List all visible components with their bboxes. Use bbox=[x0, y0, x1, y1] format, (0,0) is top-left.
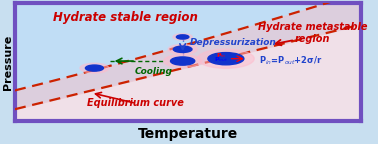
Text: Hydrate metastable
region: Hydrate metastable region bbox=[258, 22, 367, 44]
Text: Hydrate stable region: Hydrate stable region bbox=[53, 11, 198, 24]
Circle shape bbox=[164, 55, 202, 68]
Circle shape bbox=[168, 44, 197, 54]
Circle shape bbox=[208, 53, 244, 65]
Circle shape bbox=[173, 46, 192, 52]
Circle shape bbox=[80, 63, 109, 73]
Text: P$_{out}$: P$_{out}$ bbox=[214, 55, 228, 64]
Text: P$_{in}$=P$_{out}$+2σ/r: P$_{in}$=P$_{out}$+2σ/r bbox=[259, 54, 322, 67]
Text: Cooling: Cooling bbox=[134, 67, 172, 76]
Circle shape bbox=[198, 49, 254, 68]
Text: Equilibrium curve: Equilibrium curve bbox=[87, 98, 184, 108]
Circle shape bbox=[170, 57, 195, 65]
Y-axis label: Pressure: Pressure bbox=[3, 35, 14, 90]
X-axis label: Temperature: Temperature bbox=[138, 127, 238, 141]
Circle shape bbox=[173, 34, 192, 40]
Text: P$_{in}$: P$_{in}$ bbox=[215, 51, 226, 60]
Text: Depressurization: Depressurization bbox=[189, 38, 276, 47]
Circle shape bbox=[85, 65, 104, 71]
Circle shape bbox=[177, 35, 189, 39]
